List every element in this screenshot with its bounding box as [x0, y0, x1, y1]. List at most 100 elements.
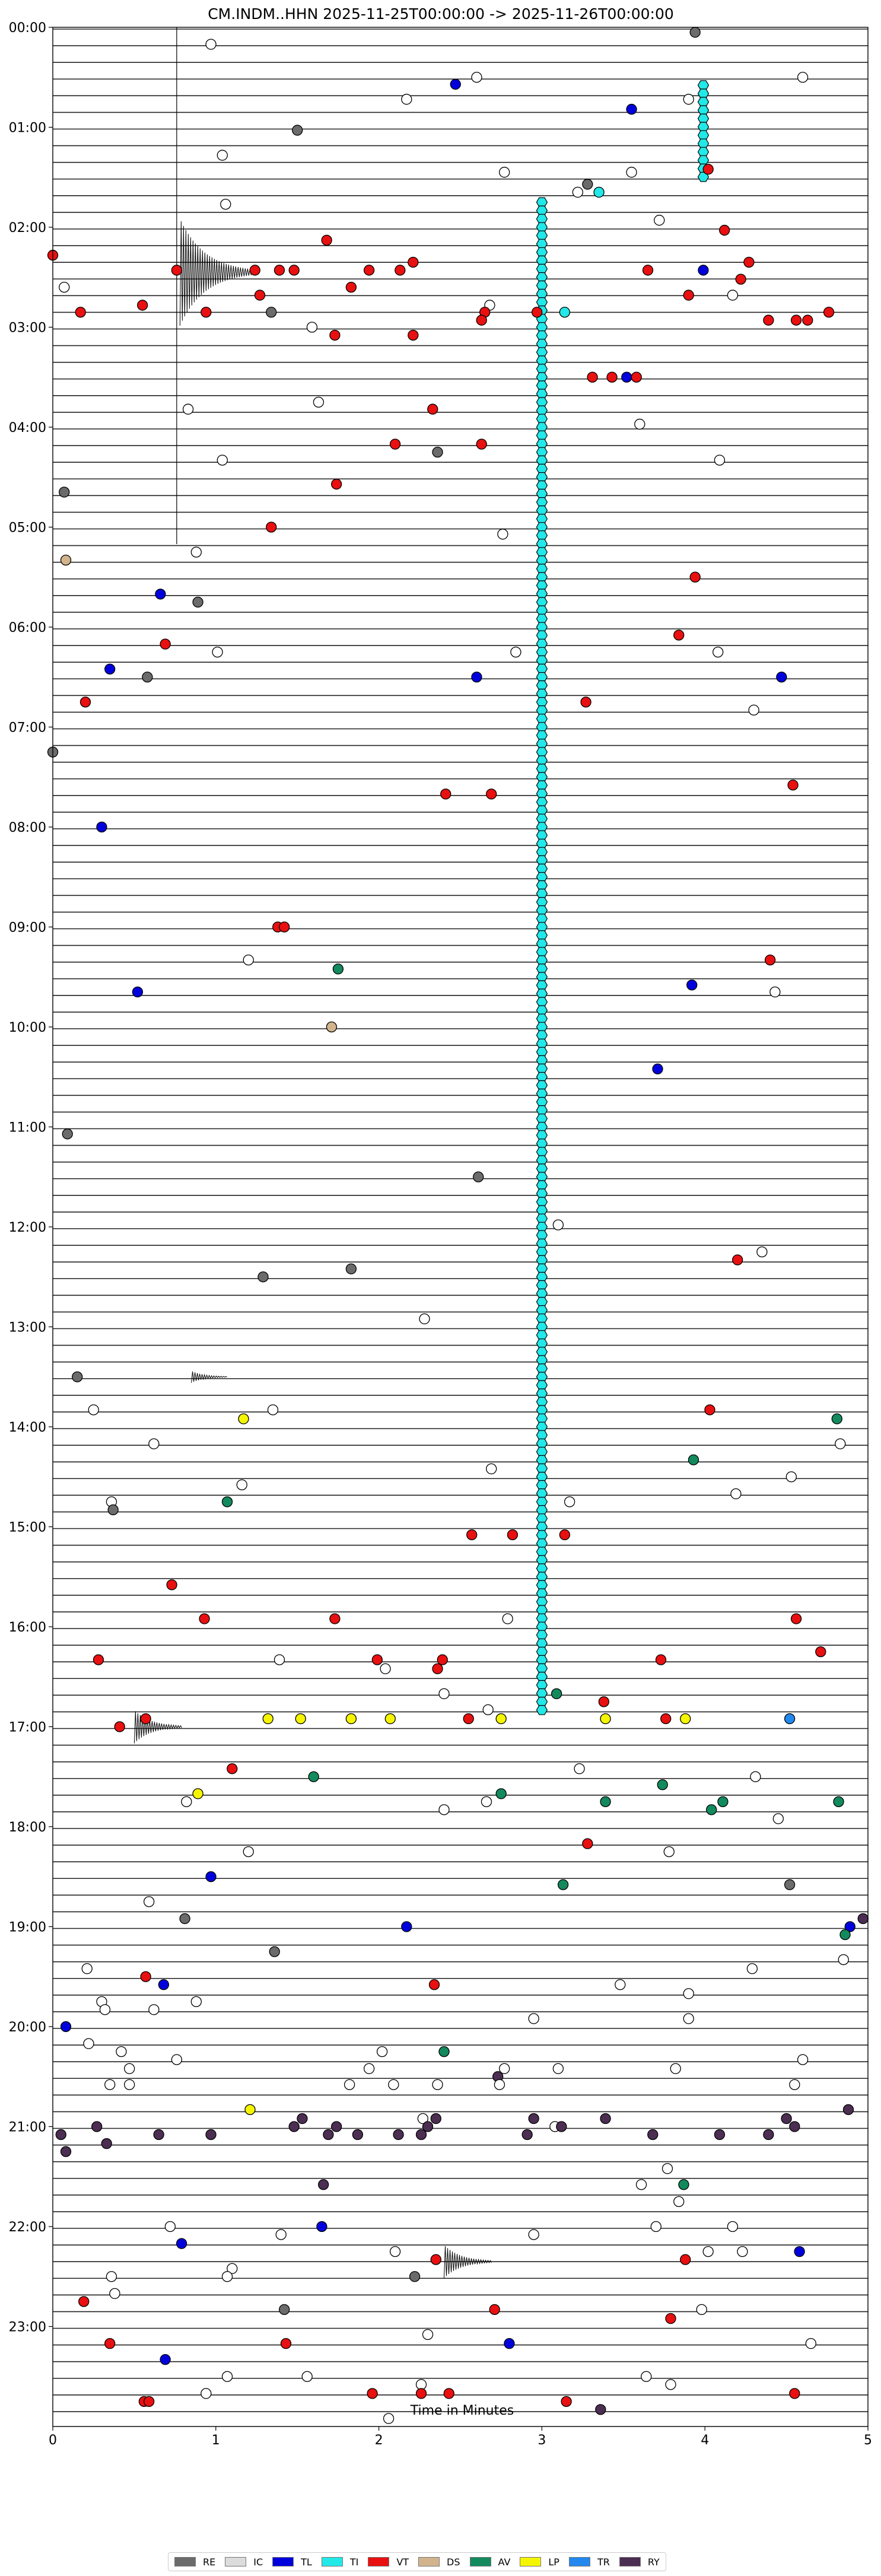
detection-marker	[280, 2338, 292, 2349]
ti-marker	[536, 755, 548, 766]
detection-marker	[179, 1913, 190, 1925]
detection-marker	[438, 1804, 450, 1815]
detection-marker	[764, 954, 776, 966]
detection-marker	[124, 2079, 135, 2090]
ti-marker	[536, 572, 548, 583]
detection-marker	[683, 290, 694, 301]
ti-marker	[536, 1455, 548, 1465]
detection-marker	[502, 1613, 513, 1624]
detection-marker	[621, 371, 632, 383]
axes: 0 1 2 3 4 5 00:00 01:00 02:00 03:00 04:00 05:00 06:0…	[9, 21, 872, 2448]
ti-marker	[536, 722, 548, 732]
ti-marker	[536, 1055, 548, 1066]
detection-marker	[631, 371, 642, 383]
ti-marker	[536, 389, 548, 399]
detection-marker	[689, 571, 701, 583]
detection-marker	[428, 1979, 440, 1990]
ti-marker	[536, 688, 548, 699]
detection-marker	[79, 697, 91, 708]
ti-marker	[536, 455, 548, 466]
ti-marker	[536, 1605, 548, 1615]
ti-marker	[536, 1147, 548, 1157]
detection-marker	[192, 596, 203, 608]
legend-swatch	[469, 2557, 491, 2567]
ti-marker	[536, 214, 548, 224]
legend-swatch	[418, 2557, 440, 2567]
ti-marker	[536, 1572, 548, 1582]
detection-marker	[600, 1796, 611, 1808]
ti-marker	[536, 1563, 548, 1574]
detection-marker	[78, 2296, 90, 2307]
detection-marker	[262, 1713, 273, 1725]
detection-marker	[88, 1404, 99, 1416]
detection-marker	[201, 307, 212, 318]
ti-marker	[536, 1380, 548, 1391]
ti-marker	[536, 1405, 548, 1416]
detection-marker	[329, 329, 341, 341]
detection-marker	[101, 2138, 112, 2149]
ti-marker	[536, 230, 548, 241]
ti-marker	[536, 788, 548, 799]
detection-marker	[171, 265, 182, 276]
detection-marker	[419, 1313, 430, 1325]
waveform-events	[133, 27, 492, 2278]
detection-marker	[438, 1688, 450, 1700]
legend-swatch	[520, 2557, 542, 2567]
ti-marker	[536, 1088, 548, 1099]
detection-marker	[205, 39, 217, 50]
detection-marker	[227, 1763, 238, 1774]
detection-marker	[551, 1688, 562, 1700]
detection-marker	[142, 672, 153, 683]
ti-marker	[536, 822, 548, 832]
legend-swatch	[368, 2557, 390, 2567]
ti-marker	[536, 747, 548, 757]
detection-marker	[243, 1846, 254, 1858]
detection-marker	[140, 1971, 151, 1982]
ti-marker	[536, 1522, 548, 1532]
legend-label: TI	[349, 2556, 359, 2568]
detection-marker	[269, 1946, 280, 1957]
trace-rows	[53, 28, 868, 2412]
detection-marker	[494, 2079, 505, 2090]
detection-marker	[59, 281, 70, 293]
detection-marker	[680, 1713, 691, 1725]
detection-marker	[587, 371, 598, 383]
detection-marker	[737, 2246, 748, 2257]
detection-marker	[75, 307, 86, 318]
detection-marker	[363, 2063, 375, 2074]
detection-marker	[497, 529, 508, 540]
ti-marker	[536, 1513, 548, 1524]
detection-marker	[288, 2121, 300, 2132]
detection-marker	[148, 2004, 160, 2015]
detection-marker	[572, 186, 584, 198]
detection-marker	[181, 1796, 192, 1808]
legend-swatch	[568, 2557, 590, 2567]
detection-marker	[532, 307, 543, 318]
legend-item: TL	[272, 2556, 312, 2568]
detection-marker	[408, 256, 419, 268]
ti-marker	[536, 1030, 548, 1041]
ti-marker	[536, 1488, 548, 1499]
detection-marker	[249, 265, 260, 276]
detection-marker	[432, 1663, 443, 1674]
y-tick-label: 22:00	[9, 2220, 46, 2235]
ti-marker	[536, 780, 548, 791]
legend-label: RE	[203, 2556, 216, 2568]
ti-marker	[536, 1097, 548, 1107]
ti-marker	[536, 1322, 548, 1332]
x-axis-label: Time in Minutes	[410, 2403, 514, 2418]
detection-marker	[199, 1613, 210, 1624]
detection-marker	[689, 27, 701, 38]
ti-marker	[536, 364, 548, 374]
x-tick-label: 3	[537, 2433, 546, 2448]
ti-marker	[536, 1314, 548, 1324]
detection-marker	[438, 2046, 450, 2057]
ti-marker	[536, 1130, 548, 1140]
ti-marker	[536, 430, 548, 441]
ti-marker	[536, 914, 548, 924]
detection-marker	[104, 2338, 116, 2349]
detection-marker	[557, 1879, 569, 1890]
legend-item: RY	[619, 2556, 660, 2568]
detection-marker	[661, 2163, 673, 2174]
ti-marker	[536, 1547, 548, 1557]
